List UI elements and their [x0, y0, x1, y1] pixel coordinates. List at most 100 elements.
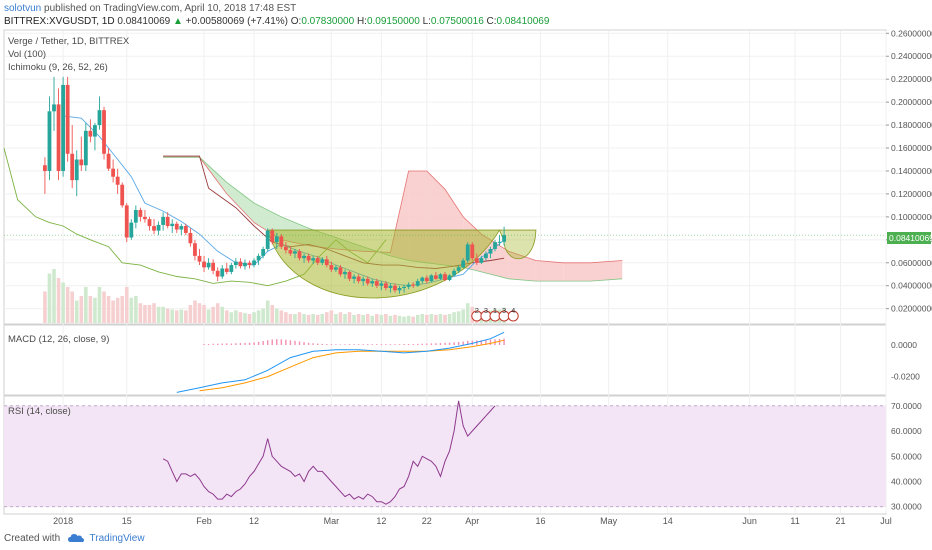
- publish-text: published on TradingView.com, April 10, …: [44, 3, 297, 14]
- volume-bar: [220, 306, 225, 323]
- candle-body: [65, 84, 70, 154]
- volume-bar: [134, 296, 138, 323]
- volume-bar: [97, 287, 102, 323]
- close-label: C:: [486, 16, 497, 27]
- candle-body: [238, 261, 243, 267]
- macd-histogram-bar: [357, 344, 360, 345]
- ichimoku-cloud-segment: [563, 262, 591, 282]
- volume-bar: [461, 309, 465, 323]
- volume-bar: [143, 305, 147, 323]
- volume-bar: [161, 306, 165, 323]
- volume-bar: [297, 312, 302, 323]
- event-marker[interactable]: [507, 310, 519, 322]
- ichimoku-cloud-segment: [226, 182, 255, 223]
- event-count: 4: [511, 306, 515, 315]
- candle-body: [193, 243, 197, 256]
- candle-body: [361, 278, 366, 282]
- event-count: 2: [475, 306, 479, 315]
- x-tick-label: Jun: [742, 516, 757, 526]
- macd-pane[interactable]: [3, 324, 887, 396]
- candle-body: [88, 130, 93, 137]
- macd-histogram-bar: [226, 343, 228, 345]
- volume-bar: [411, 316, 415, 323]
- candle-body: [411, 284, 416, 286]
- macd-histogram-bar: [266, 340, 269, 345]
- candle-body: [156, 224, 161, 231]
- macd-histogram-bar: [394, 344, 396, 345]
- candle-body: [243, 262, 247, 267]
- open-value: 0.07830000: [301, 16, 355, 27]
- candle-body: [438, 274, 443, 279]
- macd-histogram-bar: [371, 344, 373, 345]
- candle-body: [338, 267, 343, 275]
- candle-body: [188, 232, 193, 244]
- candle-body: [47, 111, 52, 171]
- macd-histogram-bar: [398, 344, 401, 345]
- volume-bar: [425, 314, 429, 323]
- macd-histogram-bar: [407, 344, 410, 345]
- volume-bar: [56, 278, 61, 323]
- candle-body: [206, 262, 211, 268]
- candle-body: [374, 281, 379, 286]
- candle-body: [74, 159, 79, 181]
- volume-bar: [65, 287, 70, 323]
- macd-histogram-bar: [403, 344, 405, 345]
- volume-bar: [197, 303, 202, 323]
- volume-bar: [438, 314, 443, 323]
- candle-body: [133, 209, 138, 223]
- macd-histogram-bar: [353, 344, 355, 345]
- volume-bar: [47, 273, 52, 323]
- ichimoku-cloud-segment: [535, 260, 564, 282]
- created-with-text: Created with: [4, 533, 61, 544]
- candle-body: [256, 255, 261, 261]
- volume-bar: [124, 287, 129, 323]
- price-tick-label: 0.24000000: [891, 51, 932, 61]
- candle-body: [456, 267, 461, 271]
- macd-histogram-bar: [462, 341, 464, 345]
- volume-bar: [311, 314, 315, 323]
- macd-histogram-bar: [248, 342, 251, 345]
- candle-body: [165, 216, 170, 227]
- volume-bar: [388, 315, 393, 323]
- volume-bar: [138, 303, 143, 323]
- tradingview-brand[interactable]: TradingView: [89, 533, 145, 544]
- volume-bar: [179, 309, 184, 323]
- volume-bar: [365, 314, 370, 323]
- volume-bar: [274, 308, 279, 323]
- candle-body: [229, 265, 234, 272]
- rsi-tick-label: 60.0000: [891, 426, 922, 436]
- candle-body: [270, 230, 275, 243]
- volume-bar: [261, 308, 265, 323]
- macd-histogram-bar: [348, 344, 351, 345]
- volume-bar: [170, 309, 175, 323]
- candle-body: [43, 165, 47, 171]
- candle-body: [388, 285, 393, 289]
- event-count: 1: [493, 306, 497, 315]
- macd-histogram-bar: [480, 340, 483, 345]
- x-tick-label: 22: [422, 516, 432, 526]
- publish-info: solotvun published on TradingView.com, A…: [4, 3, 296, 14]
- x-tick-label: 15: [122, 516, 132, 526]
- macd-histogram-bar: [321, 343, 323, 345]
- close-value: 0.08410069: [496, 16, 550, 27]
- macd-histogram-bar: [471, 340, 473, 345]
- candle-body: [106, 153, 111, 169]
- volume-bar: [156, 306, 161, 323]
- volume-bar: [74, 300, 79, 323]
- candle-body: [174, 223, 179, 230]
- candle-body: [93, 125, 97, 137]
- macd-histogram-bar: [216, 343, 219, 345]
- volume-bar: [61, 282, 65, 323]
- volume-bar: [256, 310, 261, 323]
- macd-histogram-bar: [439, 343, 442, 345]
- macd-histogram-bar: [212, 343, 214, 345]
- author-name[interactable]: solotvun: [4, 3, 42, 14]
- candle-body: [470, 244, 475, 259]
- macd-histogram-bar: [430, 343, 433, 345]
- macd-histogram-bar: [244, 342, 246, 345]
- candle-body: [347, 271, 352, 279]
- macd-line: [176, 331, 505, 393]
- volume-bar: [115, 297, 120, 323]
- candle-body: [247, 262, 252, 266]
